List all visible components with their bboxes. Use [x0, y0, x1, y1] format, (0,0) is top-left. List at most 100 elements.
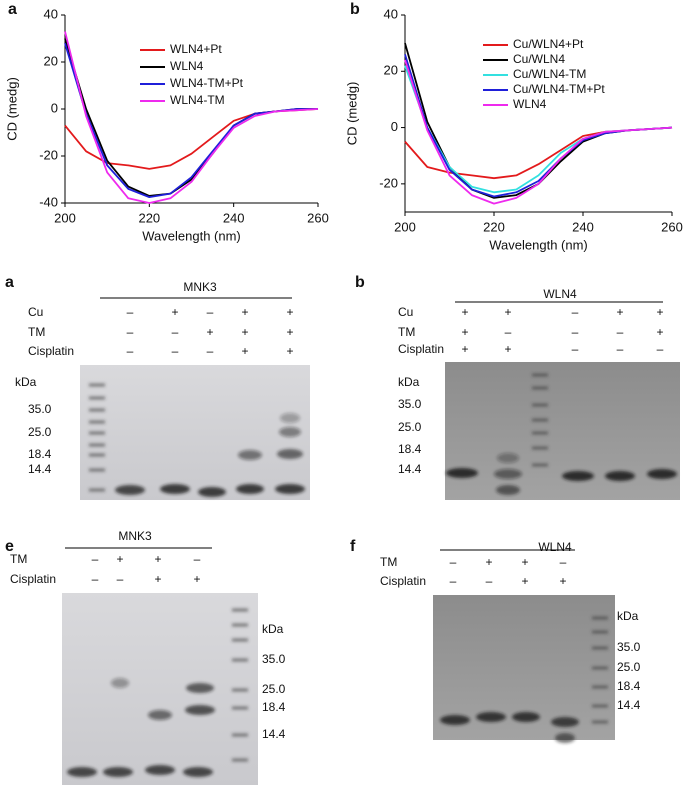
protein-band: [103, 767, 133, 777]
protein-band: [183, 767, 213, 777]
ladder-band: [532, 446, 548, 450]
protein-band: [280, 413, 300, 423]
condition-label: Cisplatin: [10, 572, 56, 586]
condition-label: Cisplatin: [380, 574, 426, 588]
legend-label: WLN4+Pt: [170, 42, 222, 56]
condition-sign: –: [572, 325, 579, 339]
protein-band: [111, 678, 129, 688]
condition-sign: +: [241, 305, 248, 319]
legend-label: WLN4: [170, 59, 204, 73]
protein-band: [185, 705, 215, 715]
x-tick-label: 240: [223, 210, 245, 225]
condition-sign: –: [127, 325, 134, 339]
gel-title: WLN4: [538, 540, 572, 554]
condition-sign: +: [241, 325, 248, 339]
ladder-band: [232, 623, 248, 627]
condition-sign: +: [521, 574, 528, 588]
condition-sign: –: [172, 344, 179, 358]
protein-band: [562, 471, 594, 481]
protein-band: [647, 469, 677, 479]
cd-curve: [404, 126, 673, 180]
panel-label: e: [5, 538, 14, 555]
ladder-band: [89, 468, 105, 472]
protein-band: [145, 765, 175, 775]
y-tick-label: -20: [39, 147, 58, 162]
condition-sign: –: [450, 555, 457, 569]
marker-label: 14.4: [28, 462, 52, 476]
condition-label: TM: [380, 555, 397, 569]
x-tick-label: 200: [54, 210, 76, 225]
y-tick-label: 0: [51, 100, 58, 115]
panel-label: b: [350, 1, 360, 18]
gel-bands: [89, 383, 305, 497]
ladder-band: [592, 685, 608, 689]
condition-sign: –: [92, 552, 99, 566]
x-axis-label: Wavelength (nm): [142, 228, 241, 243]
cd-curve: [404, 59, 673, 205]
condition-sign: –: [127, 344, 134, 358]
condition-sign: +: [206, 325, 213, 339]
y-tick-label: 40: [384, 6, 398, 21]
ladder-band: [89, 443, 105, 447]
condition-sign: +: [521, 555, 528, 569]
protein-band: [512, 712, 540, 722]
condition-sign: –: [617, 325, 624, 339]
condition-sign: +: [286, 305, 293, 319]
gel-image: [80, 365, 310, 500]
protein-band: [238, 450, 262, 460]
marker-label: 25.0: [398, 420, 422, 434]
panel-label: b: [355, 274, 365, 291]
protein-band: [446, 468, 478, 478]
panel-label: a: [5, 274, 14, 291]
gel-bands: [446, 373, 677, 495]
ladder-band: [592, 720, 608, 724]
condition-sign: –: [572, 342, 579, 356]
legend-label: Cu/WLN4: [513, 52, 565, 66]
marker-label: 35.0: [28, 402, 52, 416]
ladder-band: [89, 420, 105, 424]
legend-label: WLN4-TM: [170, 93, 225, 107]
protein-band: [476, 712, 506, 722]
mass-unit: kDa: [617, 609, 639, 623]
ladder-band: [592, 704, 608, 708]
ladder-band: [232, 688, 248, 692]
condition-sign: +: [171, 305, 178, 319]
protein-band: [236, 484, 264, 494]
ladder-band: [89, 431, 105, 435]
ladder-band: [532, 386, 548, 390]
ladder-band: [232, 733, 248, 737]
condition-sign: –: [172, 325, 179, 339]
ladder-band: [592, 630, 608, 634]
condition-sign: +: [504, 342, 511, 356]
protein-band: [67, 767, 97, 777]
protein-band: [198, 487, 226, 497]
marker-label: 18.4: [28, 447, 52, 461]
y-tick-label: 20: [384, 63, 398, 78]
panel-label: a: [8, 1, 17, 18]
legend-label: WLN4: [513, 97, 547, 111]
gel-title: WLN4: [543, 287, 577, 301]
mass-unit: kDa: [15, 375, 37, 389]
condition-sign: +: [193, 572, 200, 586]
marker-label: 35.0: [617, 640, 641, 654]
condition-sign: –: [505, 325, 512, 339]
ladder-band: [532, 403, 548, 407]
y-tick-label: 40: [44, 6, 58, 21]
protein-band: [555, 733, 575, 743]
y-axis-label: CD (medg): [344, 82, 359, 146]
condition-sign: +: [241, 344, 248, 358]
panel-label: f: [350, 538, 356, 555]
legend-label: Cu/WLN4-TM: [513, 67, 586, 81]
condition-sign: –: [194, 552, 201, 566]
ladder-band: [89, 488, 105, 492]
cd-curve: [64, 31, 319, 204]
condition-sign: +: [616, 305, 623, 319]
condition-sign: –: [207, 344, 214, 358]
mass-unit: kDa: [398, 375, 420, 389]
ladder-band: [532, 373, 548, 377]
protein-band: [277, 449, 303, 459]
condition-sign: –: [207, 305, 214, 319]
condition-sign: +: [461, 342, 468, 356]
condition-sign: –: [657, 342, 664, 356]
condition-sign: –: [572, 305, 579, 319]
